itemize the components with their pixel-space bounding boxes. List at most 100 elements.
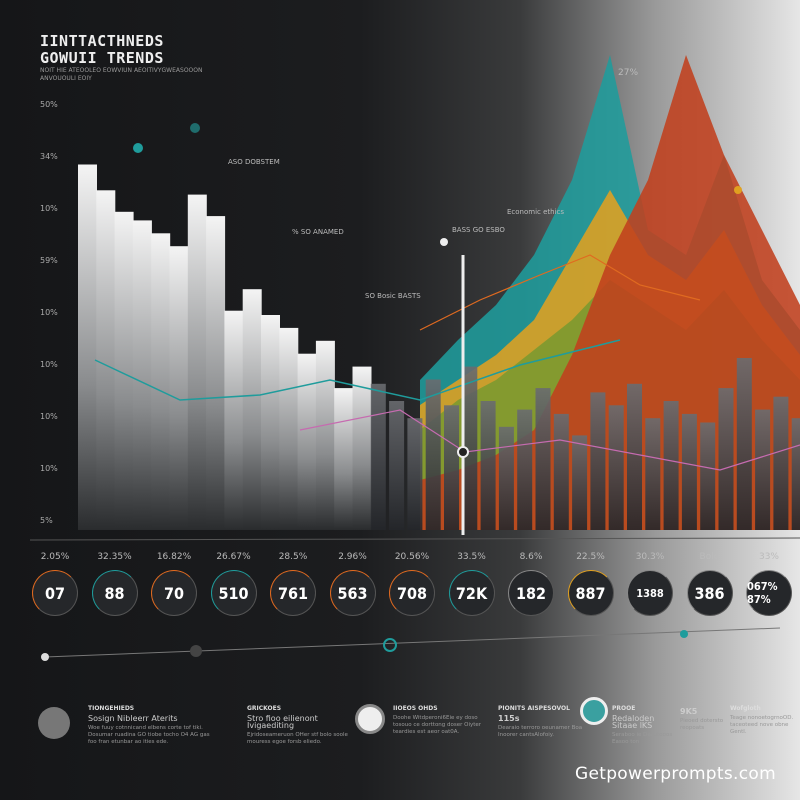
gauge: 887: [567, 570, 614, 616]
bar: [553, 413, 569, 530]
bar: [755, 409, 771, 530]
bar: [498, 426, 514, 530]
gauge: 72K: [448, 570, 495, 616]
marker-dot: [457, 446, 469, 458]
y-tick-label: 10%: [40, 308, 58, 317]
gauge-value: 067% 87%: [747, 580, 778, 606]
gauge-label: 22.5%: [576, 552, 605, 562]
gauge-value: 510: [218, 583, 249, 603]
annotation: 27%: [618, 68, 639, 78]
info-body: Woe fuuy cotnnicand elbens corte tof tik…: [88, 725, 210, 745]
gauge: 708: [389, 570, 435, 616]
gauge-label: 33.5%: [457, 552, 486, 562]
info-block: PROOE Redaloden Sitaae lKS Seraboo ie Desu…: [612, 705, 677, 746]
info-lead: Stro fioo eilienont Ivigaediting: [247, 714, 318, 730]
gauge-label: 16.82%: [156, 552, 192, 562]
bar: [608, 405, 624, 530]
info-heading: PROOE: [612, 705, 636, 712]
info-body: Seraboo ie Desutooos Easoo ton: [612, 732, 673, 745]
gauge-value: 1388: [636, 586, 664, 600]
bar: [261, 315, 280, 530]
y-tick-label: 10%: [40, 204, 58, 213]
gauge: 563: [329, 570, 376, 616]
annotation: % SO ANAMED: [292, 228, 344, 236]
info-lead: 9K5: [680, 707, 698, 716]
info-block: 9K5 Pieoed dotersto reopoats: [680, 705, 730, 732]
info-lead: Redaloden Sitaae lKS: [612, 714, 655, 730]
watermark: Getpowerprompts.com: [575, 764, 776, 784]
info-body: Teage nonoetogrnoOD. taceoteed nove obne…: [730, 715, 794, 735]
page-title: IINTTACTHNEDS GOWUII TRENDS: [40, 33, 164, 67]
bar: [627, 383, 642, 530]
info-block: Wofgloth Teage nonoetogrnoOD. taceoteed n…: [730, 705, 800, 736]
bar: [151, 233, 171, 531]
gauge-label: Bold: [699, 552, 720, 562]
annotation: ASO DOBSTEM: [228, 158, 280, 166]
info-block: IIOEOS OHDS Doohe Witdperoni6Eie ey doso …: [393, 705, 483, 736]
timeline-node: [190, 645, 202, 657]
flask-icon: [355, 704, 385, 734]
gauge-label: 2.05%: [40, 552, 70, 562]
info-heading: IIOEOS OHDS: [393, 705, 438, 712]
y-tick-label: 5%: [40, 516, 53, 525]
y-tick-label: 50%: [40, 100, 58, 109]
bar: [78, 164, 97, 530]
bar: [462, 366, 478, 530]
gauge-label: 33%: [758, 552, 779, 562]
marker-dot: [133, 143, 143, 153]
bar: [242, 289, 262, 530]
annotation: BASS GO ESBO: [452, 226, 505, 234]
timeline-node: [680, 630, 688, 638]
info-icon: [38, 707, 70, 739]
subtitle: NOIT HIE ATEOOLEO EOWVIUN AEOITIVYGWEASO…: [40, 67, 203, 82]
gauge: 386: [686, 570, 733, 616]
gauge-label: 28.5%: [278, 552, 308, 562]
bar: [132, 220, 152, 530]
bar: [279, 327, 299, 530]
info-heading: TIONGEHIEDS: [88, 705, 135, 712]
info-lead: 115s: [498, 714, 520, 723]
bar: [480, 401, 496, 530]
bar: [96, 190, 116, 531]
gauge: 07: [32, 570, 78, 616]
y-tick-label: 59%: [40, 256, 58, 265]
gauge-label: 30.3%: [635, 552, 665, 562]
gauge-value: 708: [396, 583, 428, 603]
bar: [352, 366, 372, 530]
bar: [370, 383, 386, 530]
gauge-label: 26.67%: [216, 552, 251, 562]
series-line: [419, 254, 701, 331]
bar: [297, 353, 317, 530]
gauge-label: 20.56%: [394, 552, 430, 562]
title-line-2: GOWUII TRENDS: [40, 49, 164, 67]
area-series: [420, 55, 800, 530]
series-line: [299, 409, 800, 471]
marker-dot: [734, 186, 742, 194]
bar: [206, 216, 226, 530]
info-heading: PIONITS AISPESOVOL: [498, 705, 570, 712]
bar: [590, 392, 606, 530]
bar: [315, 340, 335, 530]
bar: [681, 413, 697, 530]
gauge-value: 72K: [455, 583, 488, 603]
info-block: TIONGEHIEDS Sosign Nibleerr Aterits Woe fu…: [88, 705, 218, 746]
y-tick-label: 10%: [40, 360, 58, 369]
gauge: 510: [210, 570, 257, 616]
bar: [535, 388, 551, 530]
gauge-value: 563: [337, 583, 368, 603]
bar: [425, 379, 441, 530]
series-line: [94, 339, 621, 401]
info-heading: Wofgloth: [730, 705, 761, 712]
info-body: Ejridoseameruon OHer stf bolo soole mour…: [247, 732, 348, 745]
gauge-value: 761: [277, 583, 309, 603]
gauge: 067% 87%: [746, 570, 792, 616]
bar: [736, 358, 752, 530]
bar: [700, 422, 716, 530]
gauge-value: 182: [515, 583, 547, 603]
bar: [663, 401, 679, 530]
bar: [114, 211, 134, 531]
gauge-label: 2.96%: [338, 552, 367, 562]
info-block: GRICKOES Stro fioo eilienont Ivigaediting…: [247, 705, 357, 746]
